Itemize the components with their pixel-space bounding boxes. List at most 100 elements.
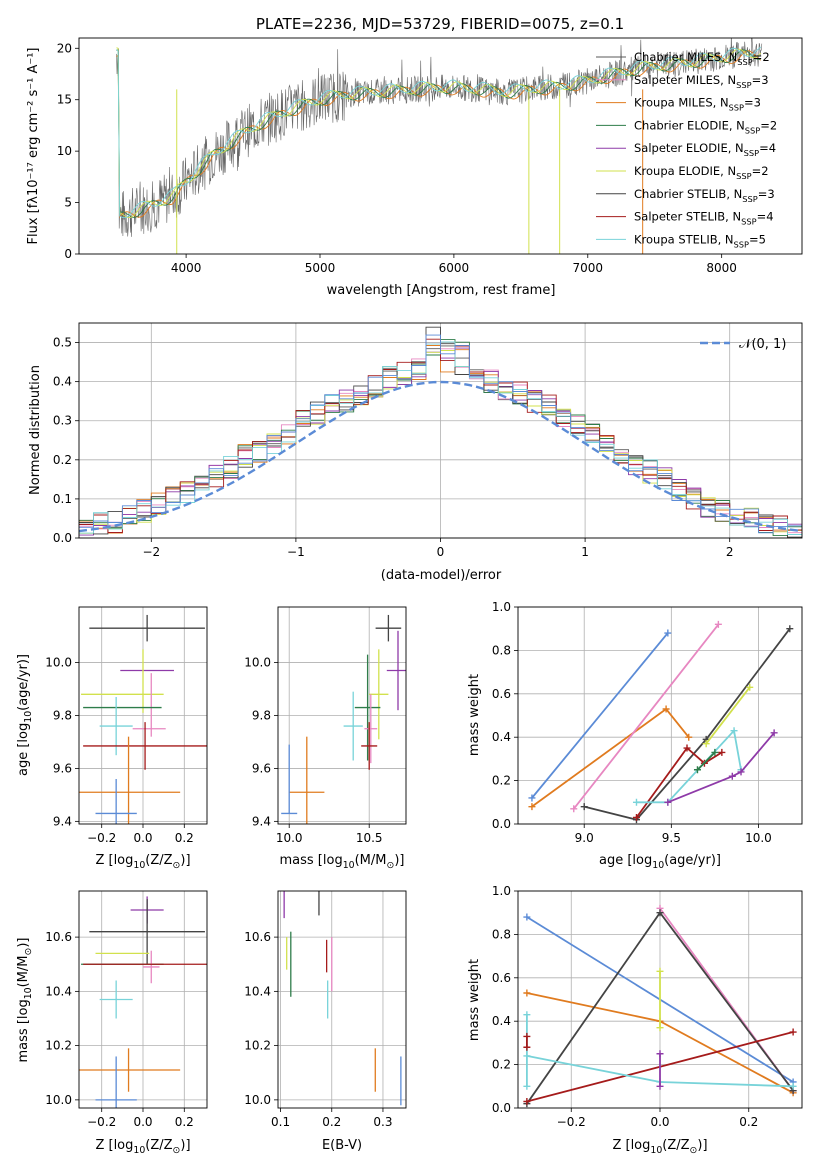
plot-area-mass_vs_Z	[79, 896, 207, 1108]
legend-label-sub: SSP	[744, 148, 759, 158]
weight-line	[667, 732, 775, 804]
weight-marker	[580, 803, 588, 811]
plot-area-age_vs_Z	[79, 614, 207, 824]
x-axis-label-sub: 10	[343, 860, 355, 871]
weight-marker	[746, 683, 754, 691]
axes-frame	[277, 890, 407, 1109]
y-tick-label: 0.6	[492, 687, 511, 701]
legend-label-main: Kroupa MILES, N	[634, 96, 729, 110]
weight-marker	[702, 740, 710, 748]
figure-title: PLATE=2236, MJD=53729, FIBERID=0075, z=0…	[256, 15, 624, 33]
axes-frame	[517, 890, 803, 1109]
y-axis-label: mass weight	[467, 959, 482, 1041]
y-tick-label: 10.6	[45, 930, 72, 944]
x-axis-label-main: mass [log	[280, 853, 343, 868]
x-axis-label-sub: 10	[650, 1145, 662, 1156]
weight-marker	[737, 768, 745, 776]
x-axis-label-main: Z [log	[95, 853, 133, 868]
panel-residuals: −2 −1 0 1 2 0.0 0.1 0.2 0.3 0.4 0.5 (data-model)/er…	[28, 322, 803, 583]
x-tick-label: −0.2	[87, 831, 116, 845]
y-tick-label: 0.3	[53, 414, 72, 428]
x-axis-label-close: )]	[180, 1138, 190, 1153]
panel-mass_vs_Z: −0.2 0.0 0.210.010.210.410.6Z [log10(Z/Z⊙)…	[16, 890, 208, 1156]
weight-marker	[683, 744, 691, 752]
weight-marker	[632, 798, 640, 806]
y-tick-label: 0.0	[492, 1101, 511, 1115]
x-axis-label-sun: ⊙	[386, 860, 394, 871]
y-axis-label: mass weight	[467, 674, 482, 756]
y-tick-label: 0	[64, 247, 72, 261]
x-axis-label-tail: (Z/Z	[662, 1138, 689, 1153]
weight-marker	[711, 748, 719, 756]
x-axis-label-close: )]	[394, 853, 404, 868]
weight-line	[531, 632, 669, 799]
weight-marker	[528, 794, 536, 802]
weight-marker	[718, 748, 726, 756]
legend-label-tail: =3	[744, 96, 761, 110]
spectrum-model-line	[116, 47, 762, 219]
y-tick-label: 0.1	[53, 492, 72, 506]
axes-frame	[517, 606, 803, 825]
legend-label-tail: =3	[758, 187, 775, 201]
legend-label-tail: =4	[759, 141, 776, 155]
plot-area-age_vs_mass	[281, 614, 406, 824]
x-tick-label: −0.2	[557, 1115, 586, 1129]
y-tick-label: 10.0	[244, 656, 271, 670]
x-tick-label: −0.2	[87, 1115, 116, 1129]
x-axis-label-tail: (Z/Z	[145, 1138, 172, 1153]
legend-label-main: Kroupa ELODIE, N	[634, 164, 736, 178]
legend-label-sub: SSP	[736, 171, 751, 181]
weight-marker	[656, 909, 664, 917]
x-axis-label-main: Z [log	[612, 1138, 650, 1153]
weight-marker	[570, 805, 578, 813]
x-tick-label: 8000	[706, 261, 737, 275]
x-tick-label: 0.2	[739, 1115, 758, 1129]
x-tick-label: 0.2	[322, 1115, 341, 1129]
x-axis-label: age [log10(age/yr)]	[599, 853, 721, 871]
y-tick-label: 0.2	[492, 1058, 511, 1072]
weight-marker	[656, 967, 664, 975]
weight-marker	[528, 803, 536, 811]
weight-marker	[664, 798, 672, 806]
y-axis-label: age [log10(age/yr)]	[16, 654, 34, 776]
x-axis-label-sub: 10	[133, 1145, 145, 1156]
plot-area-spectrum	[116, 38, 763, 254]
y-tick-label: 5	[64, 196, 72, 210]
histogram-step	[79, 334, 802, 534]
legend-label-main: Salpeter STELIB, N	[634, 210, 741, 224]
gaussian-curve	[79, 380, 802, 533]
legend-label: Kroupa ELODIE, NSSP=2	[634, 164, 769, 181]
x-axis-label-main: Z [log	[95, 1138, 133, 1153]
y-axis-label-main: age [log	[16, 723, 31, 776]
y-tick-label: 10	[57, 144, 72, 158]
x-tick-label: 0	[437, 545, 445, 559]
panel-mass_vs_ebv: 0.1 0.2 0.3 10.0 10.2 10.4 10.6 E(B-V)	[244, 890, 407, 1153]
x-axis-label-sun: ⊙	[690, 1145, 698, 1156]
weight-marker	[770, 729, 778, 737]
y-tick-label: 9.4	[53, 814, 72, 828]
x-tick-label: 0.0	[650, 1115, 669, 1129]
weight-marker	[523, 1011, 531, 1019]
y-axis-label-sub: 10	[23, 987, 34, 999]
x-tick-label: 0.2	[175, 831, 194, 845]
x-tick-label: 9.5	[662, 831, 681, 845]
x-axis-label: Z [log10(Z/Z⊙)]	[95, 853, 190, 871]
y-tick-label: 15	[57, 93, 72, 107]
legend-label-sub: SSP	[737, 57, 752, 67]
x-tick-label: 0.1	[271, 1115, 290, 1129]
x-axis-label-sub: 10	[652, 860, 664, 871]
y-tick-label: 0.4	[53, 375, 72, 389]
y-axis-label: Flux [fλ10⁻¹⁷ erg cm⁻² s⁻¹ A⁻¹]	[26, 48, 41, 245]
legend-label: Kroupa STELIB, NSSP=5	[634, 232, 766, 249]
legend-label-main: Salpeter MILES, N	[634, 73, 736, 87]
axes-frame	[78, 890, 208, 1109]
x-axis-label: wavelength [Angstrom, rest frame]	[327, 283, 556, 298]
x-tick-label: −1	[287, 545, 305, 559]
axes-frame	[78, 322, 803, 539]
legend-label-tail: =3	[752, 73, 769, 87]
spectrum-model-line	[116, 46, 762, 219]
legend-label-main: Chabrier STELIB, N	[634, 187, 742, 201]
y-axis-label-sun: ⊙	[23, 948, 34, 956]
y-axis-label-tail: (M/M	[16, 956, 31, 988]
x-axis-label-close: )]	[180, 853, 190, 868]
